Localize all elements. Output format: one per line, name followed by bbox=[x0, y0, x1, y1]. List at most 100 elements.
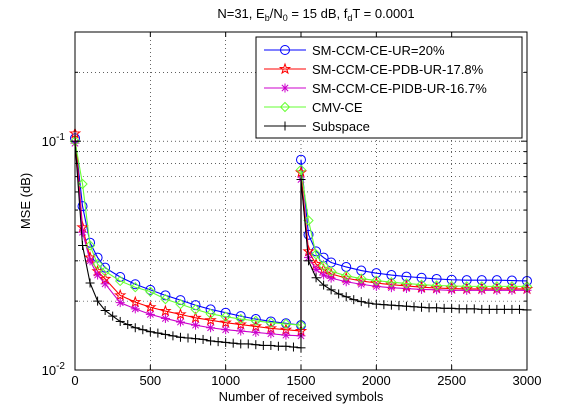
series-4-point bbox=[273, 341, 283, 351]
legend-entry-label: CMV-CE bbox=[312, 100, 363, 115]
y-tick-label: 10-1 bbox=[42, 132, 66, 149]
legend-swatch-marker bbox=[280, 121, 290, 131]
series-2-point bbox=[221, 325, 231, 335]
series-4-point bbox=[386, 300, 396, 310]
x-tick-label: 2000 bbox=[362, 373, 391, 388]
series-4-point bbox=[281, 341, 291, 351]
series-2-point bbox=[130, 304, 140, 314]
series-4-point bbox=[93, 296, 103, 306]
x-tick-label: 2500 bbox=[437, 373, 466, 388]
series-4-point bbox=[85, 278, 95, 288]
series-4-point bbox=[296, 343, 306, 353]
series-3-point bbox=[114, 275, 126, 287]
series-3-point bbox=[205, 308, 216, 320]
series-3-point bbox=[130, 282, 141, 293]
series-4-point bbox=[394, 301, 404, 311]
series-4-point bbox=[469, 304, 479, 314]
series-4-point bbox=[371, 299, 381, 309]
series-3-point bbox=[340, 270, 352, 282]
y-tick-label: 10-2 bbox=[42, 361, 66, 378]
series-0-point bbox=[130, 279, 141, 290]
series-3-point bbox=[325, 266, 337, 277]
series-4-point bbox=[507, 304, 517, 314]
series-0-point bbox=[77, 201, 88, 212]
series-4-point bbox=[206, 336, 216, 346]
series-3-point bbox=[92, 258, 103, 270]
series-4-point bbox=[78, 241, 88, 251]
series-4-point bbox=[484, 304, 494, 314]
series-4-point bbox=[432, 303, 442, 313]
title-part-0: N=31, E bbox=[217, 6, 265, 21]
series-3-point bbox=[175, 298, 186, 310]
series-3-point bbox=[491, 281, 503, 292]
series-4-point bbox=[115, 316, 125, 326]
series-4-point bbox=[191, 334, 201, 344]
series-2-point bbox=[311, 264, 321, 274]
series-4-point bbox=[447, 303, 457, 313]
series-2-point bbox=[319, 270, 329, 280]
title-sub-0: 0 bbox=[283, 13, 288, 23]
series-4-point bbox=[319, 280, 329, 290]
series-4-point bbox=[409, 302, 419, 312]
x-tick-label: 500 bbox=[139, 373, 161, 388]
series-2-point bbox=[145, 309, 155, 319]
series-3-point bbox=[416, 279, 427, 290]
title-part-4: = 15 dB, f bbox=[288, 6, 348, 21]
series-0-point bbox=[160, 290, 171, 301]
series-3-point bbox=[318, 260, 329, 272]
series-3-point bbox=[446, 280, 457, 292]
series-4-point bbox=[123, 320, 133, 330]
series-2-point bbox=[100, 279, 110, 289]
series-4-point bbox=[221, 337, 231, 347]
legend-entry-label: SM-CCM-CE-PIDB-UR-16.7% bbox=[312, 81, 487, 96]
axis-ticks: 0 500 1000 1500 2000 2500 3000 10-2 10-1 bbox=[42, 31, 542, 388]
title-part-2: /N bbox=[270, 6, 283, 21]
series-4-point bbox=[304, 256, 314, 266]
series-4-point bbox=[454, 304, 464, 314]
series-4-point bbox=[153, 328, 163, 338]
series-1-point bbox=[204, 313, 217, 326]
series-3-point bbox=[99, 266, 111, 277]
series-0-point bbox=[250, 314, 261, 325]
series-4-point bbox=[266, 340, 276, 350]
series-2-point bbox=[191, 320, 201, 330]
series-4-point bbox=[108, 311, 118, 321]
series-2-point bbox=[206, 323, 216, 333]
series-1-point bbox=[129, 295, 142, 308]
series-4-point bbox=[213, 337, 223, 347]
y-axis-label: MSE (dB) bbox=[18, 173, 33, 229]
legend-swatch-marker bbox=[278, 62, 292, 75]
series-4-point bbox=[288, 342, 298, 352]
series-2-point bbox=[251, 327, 261, 337]
series-4-point bbox=[228, 338, 238, 348]
series-3-point bbox=[303, 215, 314, 226]
series-3-point bbox=[506, 281, 518, 292]
series-4-point bbox=[243, 339, 253, 349]
series-4-point bbox=[356, 297, 366, 307]
x-tick-label: 3000 bbox=[513, 373, 542, 388]
series-3-point bbox=[220, 311, 231, 322]
series-4-point bbox=[499, 304, 509, 314]
series-2-point bbox=[115, 298, 125, 308]
series-4-point bbox=[183, 333, 193, 343]
series-2-point bbox=[78, 227, 88, 237]
series-4-point bbox=[326, 285, 336, 295]
legend-swatch-marker bbox=[280, 83, 290, 93]
legend-entry-label: SM-CCM-CE-PDB-UR-17.8% bbox=[312, 62, 484, 77]
legend-swatch-marker bbox=[280, 45, 290, 55]
series-3-point bbox=[310, 249, 322, 260]
series-0-point bbox=[303, 229, 314, 240]
series-4-point bbox=[311, 273, 321, 283]
series-4-point bbox=[424, 303, 434, 313]
series-4-point bbox=[236, 339, 246, 349]
legend-swatch-marker bbox=[279, 101, 291, 113]
series-3-point bbox=[84, 240, 96, 251]
legend: SM-CCM-CE-UR=20% SM-CCM-CE-PDB-UR-17.8% SM… bbox=[255, 36, 523, 139]
series-4-point bbox=[296, 175, 306, 185]
chart-title: N=31, Eb/N0 = 15 dB, fdT = 0.0001 bbox=[217, 6, 414, 23]
series-3-point bbox=[235, 313, 246, 325]
series-1-point bbox=[174, 307, 187, 320]
title-part-6: T = 0.0001 bbox=[352, 6, 414, 21]
series-4-point bbox=[130, 323, 140, 333]
